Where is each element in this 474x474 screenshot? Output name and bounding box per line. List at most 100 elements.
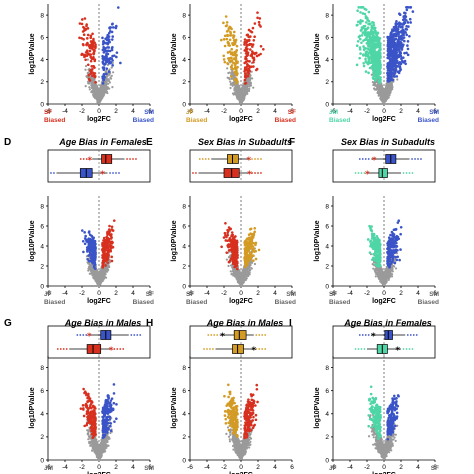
point-sig — [235, 78, 238, 82]
point-nonsig — [249, 84, 253, 87]
point-sig — [364, 54, 368, 58]
point-sig — [405, 33, 408, 37]
significance-star: * — [247, 170, 252, 180]
point-nonsig — [110, 74, 113, 77]
panel-title: Age Bias in Females — [58, 137, 147, 147]
point-sig — [373, 49, 376, 53]
point-sig — [104, 37, 107, 41]
point-sig — [83, 242, 87, 246]
point-sig — [401, 18, 405, 22]
point-sig — [378, 54, 382, 57]
point-nonsig — [84, 85, 87, 88]
point-nonsig — [239, 98, 242, 101]
point-sig — [111, 54, 114, 58]
point-nonsig — [96, 100, 99, 104]
point-sig — [368, 35, 372, 39]
point-sig — [101, 54, 104, 58]
point-sig — [400, 57, 403, 61]
point-sig — [256, 11, 259, 14]
point-sig — [225, 21, 229, 24]
point-sig — [111, 59, 114, 62]
point-nonsig — [101, 92, 104, 95]
point-sig — [85, 23, 88, 26]
boxplot-outlier — [129, 158, 131, 160]
significance-star: * — [246, 156, 251, 166]
point-sig — [394, 52, 398, 55]
point-sig — [86, 27, 90, 30]
point-nonsig — [373, 83, 376, 87]
point-sig — [107, 70, 111, 73]
point-sig — [386, 49, 390, 53]
y-tick-label: 6 — [182, 223, 186, 230]
point-sig — [229, 31, 232, 35]
point-nonsig — [107, 82, 110, 85]
point-sig — [356, 9, 359, 13]
point-sig — [92, 265, 96, 269]
point-sig — [363, 30, 366, 34]
point-sig — [115, 51, 119, 54]
y-tick-label: 2 — [40, 263, 44, 270]
point-sig — [371, 30, 374, 34]
point-sig — [247, 65, 251, 68]
point-sig — [81, 42, 85, 46]
point-sig — [92, 248, 96, 252]
point-nonsig — [230, 72, 233, 75]
x-tick-label: -2 — [79, 108, 85, 115]
point-sig — [245, 33, 249, 37]
point-nonsig — [106, 63, 109, 67]
point-nonsig — [85, 75, 88, 78]
point-nonsig — [106, 79, 109, 82]
point-sig — [91, 239, 95, 243]
point-nonsig — [95, 278, 98, 281]
point-sig — [89, 59, 93, 63]
point-sig — [395, 20, 398, 23]
y-tick-label: 8 — [182, 203, 186, 210]
point-sig — [389, 50, 392, 54]
point-sig — [378, 37, 382, 40]
point-sig — [101, 57, 105, 60]
y-tick-label: 6 — [40, 223, 44, 230]
point-sig — [104, 264, 107, 267]
right-bias-label: SM — [429, 109, 439, 116]
point-sig — [107, 35, 111, 38]
point-nonsig — [102, 85, 105, 88]
point-sig — [105, 60, 108, 64]
point-nonsig — [91, 86, 94, 89]
point-sig — [233, 39, 236, 43]
boxplot-outlier — [257, 172, 259, 174]
right-bias-label: Biased — [133, 299, 154, 306]
point-sig — [110, 240, 114, 244]
point-nonsig — [251, 77, 254, 80]
point-nonsig — [106, 91, 109, 95]
point-sig — [105, 72, 108, 76]
point-sig — [85, 43, 88, 47]
boxplot-outlier — [112, 172, 114, 174]
point-nonsig — [378, 88, 381, 91]
point-sig — [93, 72, 97, 75]
point-nonsig — [103, 87, 106, 90]
point-sig — [362, 64, 366, 68]
point-sig — [256, 16, 259, 20]
y-tick-label: 4 — [182, 57, 186, 64]
point-sig — [405, 28, 409, 31]
y-tick-label: 8 — [40, 203, 44, 210]
point-sig — [94, 251, 97, 254]
point-sig — [251, 26, 255, 30]
x-tick-label: -2 — [221, 290, 227, 297]
point-sig — [110, 38, 114, 41]
point-sig — [223, 44, 227, 48]
point-sig — [388, 41, 392, 45]
point-sig — [369, 57, 373, 60]
point-sig — [102, 242, 105, 246]
point-sig — [89, 40, 93, 43]
point-sig — [406, 44, 409, 47]
y-tick-label: 2 — [182, 79, 186, 86]
point-sig — [364, 57, 367, 61]
point-sig — [224, 24, 228, 28]
point-nonsig — [111, 86, 114, 89]
point-sig — [108, 40, 111, 44]
point-nonsig — [91, 78, 94, 81]
point-sig — [103, 41, 106, 45]
point-sig — [360, 6, 364, 9]
